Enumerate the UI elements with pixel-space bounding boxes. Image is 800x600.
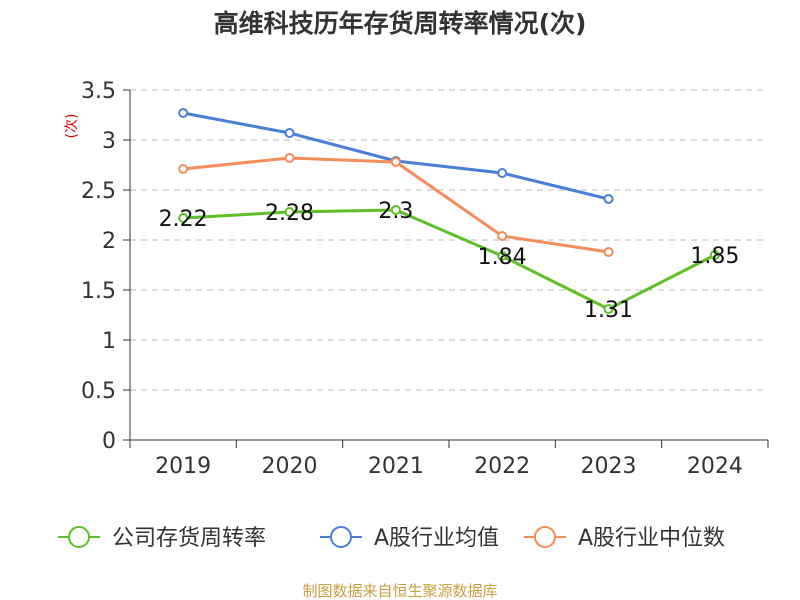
x-tick-label: 2023 <box>581 454 637 479</box>
x-tick-label: 2024 <box>687 454 743 479</box>
data-point <box>603 194 614 204</box>
y-tick-label: 2.5 <box>81 179 116 204</box>
axes: 0 0.5 1 1.5 2 2.5 3 3.5 2019 2020 2021 2022 2023 2024 <box>81 79 769 479</box>
data-point <box>284 128 295 138</box>
data-point <box>497 251 508 261</box>
data-label: 2.3 <box>378 199 413 224</box>
y-tick-label: 2 <box>102 229 116 254</box>
data-point <box>603 247 614 257</box>
data-point <box>497 231 508 241</box>
data-point <box>603 304 614 314</box>
x-tick-label: 2020 <box>262 454 318 479</box>
y-tick-label: 0.5 <box>81 379 116 404</box>
legend-label: 公司存货周转率 <box>112 526 266 551</box>
x-tick-label: 2019 <box>155 454 211 479</box>
legend-item[interactable]: A股行业均值 <box>320 526 499 551</box>
legend-label: A股行业中位数 <box>578 526 725 551</box>
y-tick-label: 3 <box>102 129 116 154</box>
y-tick-label: 3.5 <box>81 79 116 104</box>
data-label: 1.31 <box>584 298 633 323</box>
data-point <box>390 157 401 167</box>
data-label: 1.84 <box>478 245 527 270</box>
data-point <box>178 164 189 174</box>
series-0 <box>178 205 720 314</box>
y-tick-label: 0 <box>102 429 116 454</box>
data-point <box>284 207 295 217</box>
data-label: 2.22 <box>159 207 208 232</box>
data-point <box>178 108 189 118</box>
series-2 <box>178 153 614 257</box>
series-layer <box>178 108 720 314</box>
legend-item[interactable]: A股行业中位数 <box>524 526 725 551</box>
data-point <box>497 168 508 178</box>
data-label: 1.85 <box>690 244 739 269</box>
legend[interactable]: 公司存货周转率 A股行业均值 A股行业中位数 <box>58 526 725 551</box>
legend-marker-icon <box>68 526 90 548</box>
data-point <box>178 213 189 223</box>
x-tick-label: 2021 <box>368 454 424 479</box>
source-note: 制图数据来自恒生聚源数据库 <box>302 582 497 600</box>
legend-marker-icon <box>330 526 352 548</box>
legend-item[interactable]: 公司存货周转率 <box>58 526 266 551</box>
series-1 <box>178 108 614 204</box>
data-point <box>390 205 401 215</box>
y-tick-label: 1.5 <box>81 279 116 304</box>
data-label: 2.28 <box>265 201 314 226</box>
data-point <box>284 153 295 163</box>
legend-marker-icon <box>534 526 556 548</box>
x-tick-label: 2022 <box>474 454 530 479</box>
legend-label: A股行业均值 <box>374 526 499 551</box>
grid <box>130 89 768 391</box>
data-point <box>709 250 720 260</box>
chart-title: 高维科技历年存货周转率情况(次) <box>214 9 587 38</box>
y-tick-label: 1 <box>102 329 116 354</box>
series-line <box>183 208 716 311</box>
y-axis-label: (次) <box>64 114 80 139</box>
data-labels: 2.22 2.28 2.3 1.84 1.31 1.85 <box>159 199 740 323</box>
